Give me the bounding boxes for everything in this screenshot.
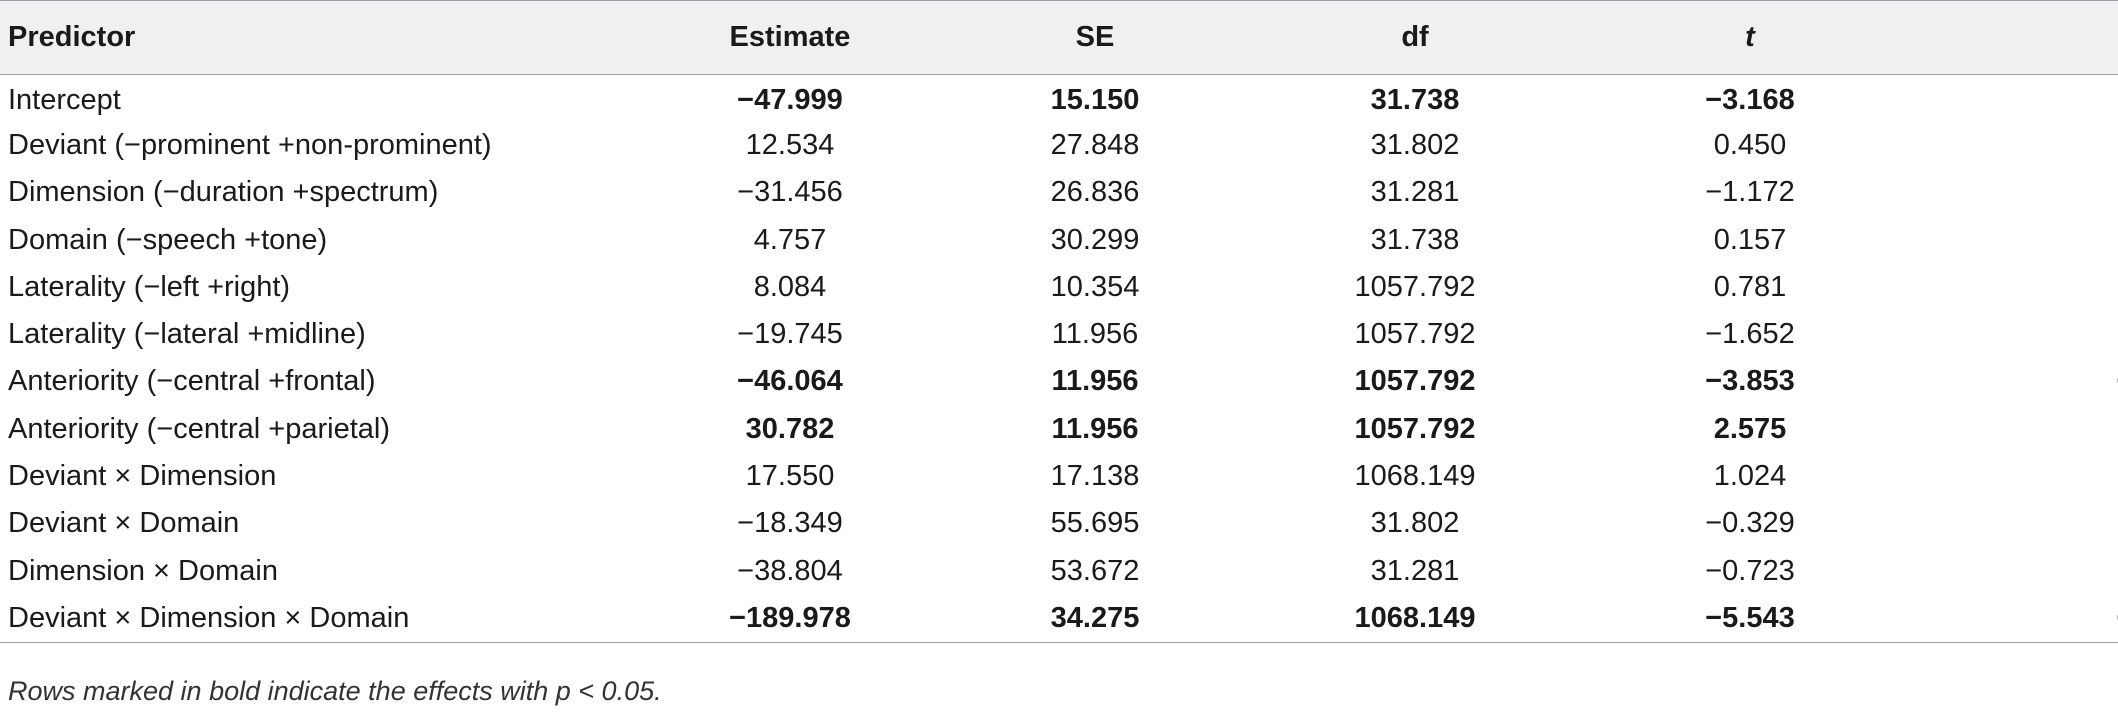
- cell-estimate: 12.534: [745, 128, 835, 161]
- cell-t: −0.329: [1705, 507, 1795, 540]
- cell-predictor: Domain (−speech +tone): [8, 223, 328, 256]
- cell-p: 0.876: [1920, 216, 2118, 263]
- cell-p: 0.744: [1920, 500, 2118, 547]
- cell-se: 10.354: [1050, 270, 1140, 303]
- header-row: Predictor Estimate SE df t p: [0, 0, 2118, 75]
- cell-t: 0.157: [1713, 223, 1787, 256]
- cell-p: 0.010: [1920, 406, 2118, 453]
- cell-estimate: −47.999: [737, 83, 843, 116]
- cell-se: 26.836: [1050, 176, 1140, 209]
- table-row: Anteriority (−central +frontal) −46.064 11…: [0, 358, 2118, 405]
- table-row: Laterality (−left +right) 8.084 10.354 1057…: [0, 264, 2118, 311]
- cell-predictor: Deviant (−prominent +non-prominent): [8, 128, 492, 161]
- cell-estimate: 4.757: [753, 223, 827, 256]
- cell-df: 31.738: [1370, 223, 1460, 256]
- cell-estimate: −31.456: [737, 176, 843, 209]
- header-se: SE: [940, 0, 1250, 75]
- table-row: Intercept −47.999 15.150 31.738 −3.168 0.003: [0, 75, 2118, 122]
- cell-t: −3.168: [1705, 83, 1795, 116]
- cell-se: 11.956: [1051, 365, 1139, 398]
- cell-df: 1057.792: [1354, 318, 1476, 351]
- table-row: Laterality (−lateral +midline) −19.745 11.…: [0, 311, 2118, 358]
- cell-predictor: Anteriority (−central +parietal): [8, 412, 390, 445]
- cell-p: 0.003: [1920, 75, 2118, 122]
- cell-df: 31.281: [1370, 554, 1460, 587]
- cell-t: −0.723: [1705, 554, 1795, 587]
- cell-predictor: Dimension × Domain: [8, 554, 278, 587]
- cell-t: 0.781: [1713, 270, 1787, 303]
- cell-estimate: −46.064: [737, 365, 843, 398]
- table-row: Dimension × Domain −38.804 53.672 31.281 −0.…: [0, 547, 2118, 594]
- cell-estimate: 30.782: [745, 412, 835, 445]
- cell-estimate: 17.550: [745, 460, 835, 493]
- table-row: Deviant × Domain −18.349 55.695 31.802 −0.32…: [0, 500, 2118, 547]
- cell-predictor: Deviant × Domain: [8, 507, 240, 540]
- cell-t: −1.172: [1705, 176, 1795, 209]
- cell-df: 1068.149: [1250, 594, 1580, 643]
- table-row: Domain (−speech +tone) 4.757 30.299 31.738 0…: [0, 216, 2118, 263]
- cell-estimate: −189.978: [640, 594, 940, 643]
- table-row: Deviant × Dimension 17.550 17.138 1068.149 1…: [0, 453, 2118, 500]
- cell-se: 53.672: [1050, 554, 1140, 587]
- cell-df: 31.281: [1370, 176, 1460, 209]
- cell-df: 1057.792: [1354, 365, 1476, 398]
- cell-df: 1057.792: [1354, 412, 1476, 445]
- table-header: Predictor Estimate SE df t p: [0, 0, 2118, 75]
- cell-estimate: 8.084: [753, 270, 827, 303]
- cell-df: 31.802: [1370, 128, 1460, 161]
- cell-predictor: Anteriority (−central +frontal): [8, 365, 376, 398]
- cell-p: <0.001: [1920, 358, 2118, 405]
- cell-t: −3.853: [1705, 365, 1795, 398]
- cell-estimate: −18.349: [737, 507, 843, 540]
- cell-p: <0.001: [1920, 594, 2118, 643]
- header-t: t: [1580, 0, 1920, 75]
- table-footnote: Rows marked in bold indicate the effects…: [8, 676, 662, 706]
- cell-df: 1057.792: [1354, 270, 1476, 303]
- cell-se: 27.848: [1050, 128, 1140, 161]
- header-predictor: Predictor: [0, 0, 640, 75]
- cell-predictor: Intercept: [8, 83, 121, 116]
- table-row: Dimension (−duration +spectrum) −31.456 26…: [0, 169, 2118, 216]
- cell-t: 1.024: [1713, 460, 1787, 493]
- cell-predictor: Deviant × Dimension × Domain: [0, 594, 640, 643]
- table-body: Intercept−47.99915.15031.738−3.1680.003D…: [0, 75, 2118, 643]
- cell-se: 11.956: [1051, 318, 1139, 351]
- cell-df: 31.738: [1370, 83, 1460, 116]
- cell-p: 0.475: [1920, 547, 2118, 594]
- results-table-container: Predictor Estimate SE df t p Intercept −4…: [0, 0, 2118, 643]
- cell-t: −5.543: [1580, 594, 1920, 643]
- header-estimate: Estimate: [640, 0, 940, 75]
- cell-se: 11.956: [1051, 412, 1139, 445]
- cell-se: 17.138: [1050, 460, 1140, 493]
- cell-predictor: Deviant × Dimension: [8, 460, 277, 493]
- cell-p: 0.435: [1920, 264, 2118, 311]
- cell-p: 0.099: [1920, 311, 2118, 358]
- cell-t: −1.652: [1705, 318, 1795, 351]
- cell-estimate: −19.745: [737, 318, 843, 351]
- cell-t: 0.450: [1713, 128, 1787, 161]
- cell-predictor: Laterality (−lateral +midline): [8, 318, 366, 351]
- table-row: Deviant × Dimension × Domain −189.978 34.2…: [0, 594, 2118, 643]
- table-row: Deviant (−prominent +non-prominent) 12.53…: [0, 122, 2118, 169]
- cell-se: 15.150: [1050, 83, 1140, 116]
- header-p: p: [1920, 0, 2118, 75]
- cell-p: 0.250: [1920, 169, 2118, 216]
- cell-predictor: Dimension (−duration +spectrum): [8, 176, 439, 209]
- cell-estimate: −38.804: [737, 554, 843, 587]
- results-table: Predictor Estimate SE df t p Intercept −4…: [0, 0, 2118, 643]
- cell-df: 31.802: [1370, 507, 1460, 540]
- cell-t: 2.575: [1713, 412, 1787, 445]
- cell-predictor: Laterality (−left +right): [8, 270, 291, 303]
- cell-p: 0.306: [1920, 453, 2118, 500]
- cell-df: 1068.149: [1354, 460, 1476, 493]
- header-df: df: [1250, 0, 1580, 75]
- cell-se: 55.695: [1050, 507, 1140, 540]
- cell-p: 0.656: [1920, 122, 2118, 169]
- cell-se: 30.299: [1050, 223, 1140, 256]
- table-row: Anteriority (−central +parietal) 30.782 11…: [0, 406, 2118, 453]
- cell-se: 34.275: [940, 594, 1250, 643]
